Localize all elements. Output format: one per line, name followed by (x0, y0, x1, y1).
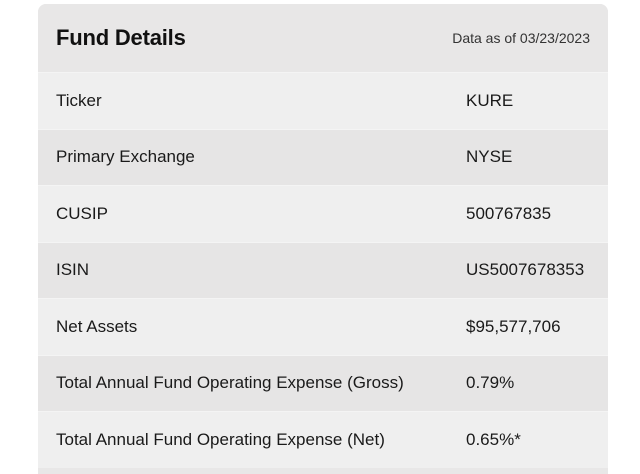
details-table: Ticker KURE Primary Exchange NYSE CUSIP … (38, 72, 608, 468)
detail-row-ticker: Ticker KURE (38, 72, 608, 129)
detail-value: NYSE (466, 147, 513, 167)
detail-label: CUSIP (56, 203, 108, 223)
detail-value: 0.79% (466, 373, 515, 393)
detail-row-expense-gross: Total Annual Fund Operating Expense (Gro… (38, 354, 608, 411)
detail-row-net-assets: Net Assets $95,577,706 (38, 298, 608, 355)
detail-row-cusip: CUSIP 500767835 (38, 185, 608, 242)
detail-row-isin: ISIN US5007678353 (38, 241, 608, 298)
detail-label: ISIN (56, 260, 90, 280)
card-header: Fund Details Data as of 03/23/2023 (38, 4, 608, 72)
detail-label: Primary Exchange (56, 147, 195, 167)
detail-label: Total Annual Fund Operating Expense (Net… (56, 429, 385, 449)
data-as-of-date: Data as of 03/23/2023 (452, 30, 590, 46)
detail-label: Net Assets (56, 316, 138, 336)
detail-value: US5007678353 (466, 260, 585, 280)
fund-details-card: Fund Details Data as of 03/23/2023 Ticke… (38, 4, 608, 474)
detail-value: $95,577,706 (466, 316, 561, 336)
detail-value: 500767835 (466, 203, 552, 223)
detail-value: KURE (466, 90, 514, 110)
card-title: Fund Details (56, 25, 186, 50)
detail-label: Ticker (56, 90, 102, 110)
detail-value: 0.65%* (466, 429, 521, 449)
detail-label: Total Annual Fund Operating Expense (Gro… (56, 373, 404, 393)
detail-row-expense-net: Total Annual Fund Operating Expense (Net… (38, 411, 608, 468)
detail-row-primary-exchange: Primary Exchange NYSE (38, 128, 608, 185)
